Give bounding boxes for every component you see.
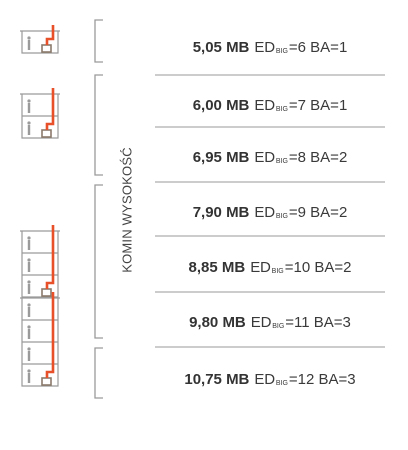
building-2-floor-icon <box>20 88 60 139</box>
person-head-icon <box>27 347 31 351</box>
boiler-icon <box>41 377 52 386</box>
person-body-icon <box>27 307 31 317</box>
mb-value: 7,90 MB <box>192 203 250 221</box>
boiler-icon <box>41 129 52 138</box>
boiler-icon <box>41 44 52 53</box>
row-label: 5,05 MB ED BIG =6 BA=1 <box>150 35 390 59</box>
building-wall <box>21 31 59 54</box>
ed-ba-values: =6 BA=1 <box>288 38 348 56</box>
ed-subscript: BIG <box>275 212 288 220</box>
building-wall <box>21 231 59 298</box>
chimney-flue-icon <box>45 25 55 45</box>
ed-prefix: ED <box>254 203 275 221</box>
chimney-flue-icon <box>45 292 55 378</box>
person-body-icon <box>27 284 31 294</box>
ed-prefix: ED <box>254 38 275 56</box>
mb-value: 8,85 MB <box>188 258 246 276</box>
ed-subscript: BIG <box>275 379 288 387</box>
ed-prefix: ED <box>254 96 275 114</box>
building-3-floor-icon <box>20 225 60 298</box>
ed-subscript: BIG <box>275 47 288 55</box>
ed-ba-values: =9 BA=2 <box>288 203 348 221</box>
person-head-icon <box>27 99 31 103</box>
ed-subscript: BIG <box>275 105 288 113</box>
person-body-icon <box>27 240 31 250</box>
boiler-icon <box>41 288 52 297</box>
ed-ba-values: =7 BA=1 <box>288 96 348 114</box>
person-head-icon <box>27 303 31 307</box>
ed-prefix: ED <box>250 258 271 276</box>
person-body-icon <box>27 351 31 361</box>
ed-ba-values: =12 BA=3 <box>288 370 356 388</box>
ed-subscript: BIG <box>272 322 285 330</box>
person-head-icon <box>27 236 31 240</box>
person-head-icon <box>27 258 31 262</box>
ed-prefix: ED <box>254 148 275 166</box>
chimney-flue-icon <box>45 88 55 130</box>
chimney-flue-icon <box>45 225 55 289</box>
mb-value: 5,05 MB <box>192 38 250 56</box>
ed-subscript: BIG <box>271 267 284 275</box>
vertical-axis-label: KOMIN WYSOKOŚĆ <box>119 147 135 273</box>
person-body-icon <box>27 40 31 50</box>
row-label: 10,75 MB ED BIG =12 BA=3 <box>150 367 390 391</box>
mb-value: 10,75 MB <box>184 370 250 388</box>
group-bracket <box>94 347 103 399</box>
building-4-floor-icon <box>20 292 60 387</box>
ed-prefix: ED <box>254 370 275 388</box>
person-body-icon <box>27 329 31 339</box>
mb-value: 6,00 MB <box>192 96 250 114</box>
row-label: 7,90 MB ED BIG =9 BA=2 <box>150 200 390 224</box>
ed-ba-values: =8 BA=2 <box>288 148 348 166</box>
group-bracket <box>94 184 103 339</box>
group-bracket <box>94 19 103 63</box>
person-head-icon <box>27 325 31 329</box>
person-body-icon <box>27 103 31 113</box>
person-head-icon <box>27 369 31 373</box>
person-head-icon <box>27 280 31 284</box>
ed-ba-values: =10 BA=2 <box>284 258 352 276</box>
person-body-icon <box>27 262 31 272</box>
person-head-icon <box>27 36 31 40</box>
row-label: 6,00 MB ED BIG =7 BA=1 <box>150 93 390 117</box>
row-label: 8,85 MB ED BIG =10 BA=2 <box>150 255 390 279</box>
ed-ba-values: =11 BA=3 <box>285 313 351 331</box>
person-body-icon <box>27 373 31 383</box>
ed-prefix: ED <box>250 313 272 331</box>
group-bracket <box>94 74 103 176</box>
ed-subscript: BIG <box>275 157 288 165</box>
mb-value: 9,80 MB <box>189 313 246 331</box>
person-body-icon <box>27 125 31 135</box>
building-1-floor-icon <box>20 25 60 54</box>
row-label: 6,95 MB ED BIG =8 BA=2 <box>150 145 390 169</box>
row-label: 9,80 MB ED BIG =11 BA=3 <box>150 310 390 334</box>
mb-value: 6,95 MB <box>192 148 250 166</box>
person-head-icon <box>27 121 31 125</box>
